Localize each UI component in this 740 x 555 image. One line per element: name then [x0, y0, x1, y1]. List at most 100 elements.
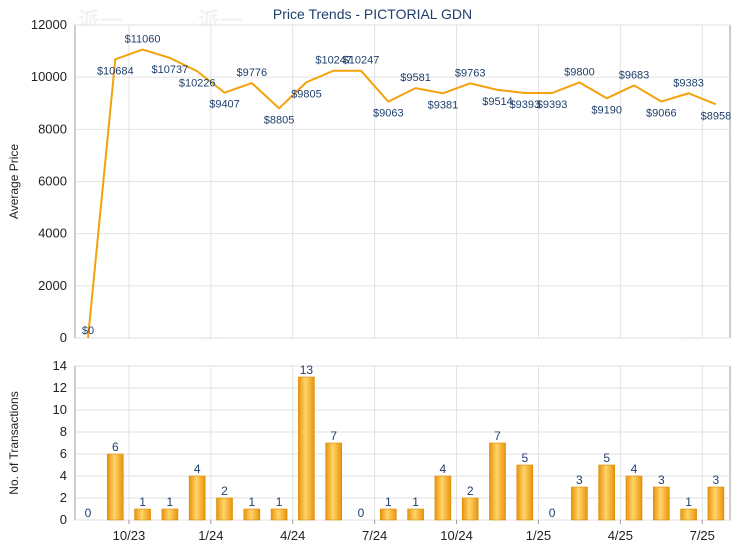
price-data-label: $9805 — [291, 88, 322, 100]
transaction-bar — [407, 508, 424, 521]
y-tick-label: 10000 — [31, 69, 67, 84]
transaction-bar — [707, 486, 725, 521]
bar-value-label: 2 — [467, 484, 474, 498]
bar-value-label: 6 — [112, 440, 119, 454]
x-tick-label: 4/25 — [608, 528, 633, 543]
y-tick-label: 2 — [60, 490, 67, 505]
price-data-label: $9066 — [646, 108, 677, 120]
bar-value-label: 4 — [194, 462, 201, 476]
y-tick-label: 4000 — [38, 226, 67, 241]
y-tick-label: 10 — [53, 402, 67, 417]
transaction-bar — [625, 475, 643, 521]
price-data-label: $10737 — [152, 64, 189, 76]
transaction-bar — [571, 486, 588, 521]
transaction-bar — [188, 475, 206, 521]
bar-value-label: 3 — [713, 473, 720, 487]
transaction-bar — [434, 475, 452, 521]
y-tick-label: 6 — [60, 446, 67, 461]
price-data-label: $9381 — [428, 99, 459, 111]
x-tick-label: 7/25 — [690, 528, 715, 543]
x-tick-label: 1/24 — [198, 528, 223, 543]
transaction-bar — [243, 508, 261, 521]
bar-value-label: 1 — [167, 495, 174, 509]
bar-value-label: 1 — [412, 495, 419, 509]
y-tick-label: 0 — [60, 512, 67, 527]
bar-value-label: 2 — [221, 484, 228, 498]
price-data-label: $9393 — [510, 99, 541, 111]
price-series-line — [87, 48, 717, 339]
price-data-label: $10247 — [315, 55, 352, 67]
chart-title: Price Trends - PICTORIAL GDN — [273, 6, 472, 22]
transaction-bar — [489, 442, 506, 521]
price-data-label: $9514 — [482, 96, 513, 108]
price-data-label: $9581 — [400, 72, 431, 84]
x-tick-label: 1/25 — [526, 528, 551, 543]
price-data-label: $8805 — [264, 114, 295, 126]
y-tick-label: 0 — [60, 330, 67, 345]
x-tick-label: 10/24 — [440, 528, 473, 543]
bar-value-label: 1 — [685, 495, 692, 509]
bar-value-label: 7 — [330, 429, 337, 443]
y-tick-label: 12 — [53, 380, 67, 395]
y-axis-label-bottom: No. of Transactions — [7, 391, 21, 494]
price-data-label: $11060 — [125, 34, 161, 46]
bar-value-label: 1 — [385, 495, 392, 509]
price-data-label: $9383 — [673, 77, 704, 89]
y-tick-label: 2000 — [38, 278, 67, 293]
transaction-bar — [379, 508, 397, 521]
price-data-label: $9763 — [455, 67, 486, 79]
transaction-bar — [161, 508, 179, 521]
price-data-label: $9800 — [564, 66, 595, 78]
transaction-bar — [107, 453, 124, 521]
transaction-bar — [270, 508, 288, 521]
bar-value-label: 4 — [440, 462, 447, 476]
y-tick-label: 8 — [60, 424, 67, 439]
bar-value-label: 0 — [85, 506, 92, 520]
x-tick-label: 7/24 — [362, 528, 387, 543]
y-tick-label: 6000 — [38, 174, 67, 189]
price-data-label: $10247 — [343, 55, 380, 67]
transaction-bar — [516, 464, 534, 521]
bar-value-label: 0 — [358, 506, 365, 520]
x-tick-label: 10/23 — [113, 528, 146, 543]
bar-value-label: 1 — [139, 495, 146, 509]
price-data-label: $0 — [82, 325, 94, 337]
transaction-bar — [461, 497, 479, 521]
price-data-label: $9683 — [619, 69, 650, 81]
y-tick-label: 12000 — [31, 17, 67, 32]
price-data-label: $8958 — [701, 110, 732, 122]
price-data-label: $9063 — [373, 108, 404, 120]
transaction-bar — [652, 486, 670, 521]
price-data-label: $9190 — [591, 104, 622, 116]
bar-value-label: 1 — [248, 495, 255, 509]
price-data-label: $10226 — [179, 77, 216, 89]
transaction-bar — [325, 442, 343, 521]
bar-value-label: 5 — [603, 451, 610, 465]
price-line-chart: 0 2000 4000 6000 8000 10000 12000 Price Trends … — [7, 6, 731, 345]
y-tick-label: 14 — [53, 358, 67, 373]
price-data-label: $9776 — [237, 67, 268, 79]
bar-value-label: 0 — [549, 506, 556, 520]
y-axis-label-top: Average Price — [7, 144, 21, 219]
price-data-label: $9407 — [209, 99, 240, 111]
y-tick-label: 8000 — [38, 121, 67, 136]
transaction-bar — [680, 508, 697, 521]
bar-value-label: 3 — [658, 473, 665, 487]
price-data-label: $9393 — [537, 99, 568, 111]
bar-value-label: 3 — [576, 473, 583, 487]
bar-value-label: 1 — [276, 495, 283, 509]
y-tick-label: 4 — [60, 468, 67, 483]
bar-value-label: 4 — [631, 462, 638, 476]
transaction-bar — [216, 497, 233, 521]
transaction-bar — [298, 376, 315, 521]
bar-value-label: 7 — [494, 429, 501, 443]
price-data-label: $10684 — [97, 65, 134, 77]
x-tick-label: 4/24 — [280, 528, 305, 543]
transaction-bar — [598, 464, 616, 521]
bar-value-label: 5 — [521, 451, 528, 465]
bar-value-label: 13 — [300, 363, 314, 377]
transaction-bar — [134, 508, 151, 521]
